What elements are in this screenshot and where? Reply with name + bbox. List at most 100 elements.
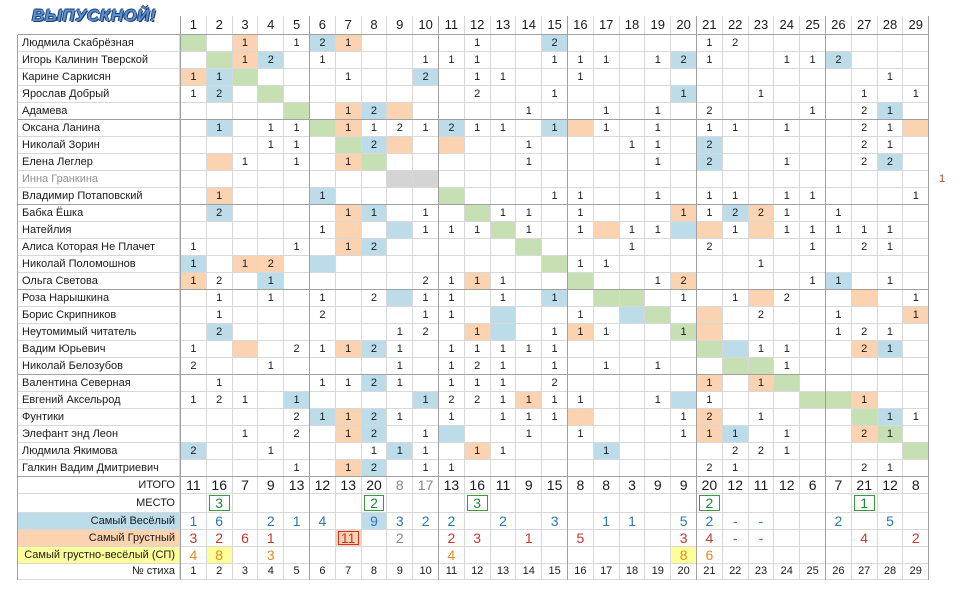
sadmerry-value[interactable] [645,547,672,564]
sad-value[interactable] [413,530,439,547]
vote-cell[interactable] [903,171,930,188]
poem-number[interactable]: 17 [593,564,620,580]
vote-cell[interactable]: 2 [206,205,233,222]
vote-cell[interactable] [851,443,878,460]
vote-cell[interactable] [490,86,517,103]
vote-cell[interactable]: 1 [284,120,310,137]
vote-cell[interactable] [258,205,285,222]
vote-cell[interactable] [439,86,465,103]
vote-cell[interactable] [671,239,697,256]
vote-cell[interactable] [464,154,491,171]
column-header-23[interactable]: 23 [748,16,775,35]
vote-cell[interactable] [335,256,362,273]
vote-cell[interactable] [232,307,259,324]
vote-cell[interactable]: 2 [722,35,749,52]
vote-cell[interactable] [619,409,646,426]
vote-cell[interactable]: 1 [464,443,491,460]
vote-cell[interactable] [903,392,930,409]
vote-cell[interactable]: 1 [284,35,310,52]
vote-cell[interactable] [232,171,259,188]
place-value[interactable]: 2 [361,494,388,513]
vote-cell[interactable] [542,460,568,477]
sad-value[interactable]: 2 [439,530,465,547]
vote-cell[interactable] [310,205,336,222]
vote-cell[interactable] [671,69,697,86]
sadmerry-value[interactable] [619,547,646,564]
vote-cell[interactable] [619,188,646,205]
vote-cell[interactable]: 1 [645,392,672,409]
vote-cell[interactable]: 2 [284,341,310,358]
vote-cell[interactable] [568,375,594,392]
vote-cell[interactable]: 1 [593,324,620,341]
vote-cell[interactable]: 1 [206,188,233,205]
vote-cell[interactable] [387,69,414,86]
sadmerry-value[interactable] [568,547,594,564]
vote-cell[interactable] [903,460,930,477]
vote-cell[interactable] [335,358,362,375]
vote-cell[interactable] [490,188,517,205]
vote-cell[interactable]: 1 [310,188,336,205]
vote-cell[interactable]: 1 [593,120,620,137]
vote-cell[interactable] [619,154,646,171]
vote-cell[interactable] [903,120,930,137]
vote-cell[interactable]: 1 [722,426,749,443]
vote-cell[interactable] [413,341,439,358]
vote-cell[interactable] [568,137,594,154]
vote-cell[interactable] [593,341,620,358]
sad-label[interactable]: Самый Грустный [18,530,180,547]
vote-cell[interactable] [671,341,697,358]
vote-cell[interactable] [748,120,775,137]
vote-cell[interactable]: 1 [387,341,414,358]
vote-cell[interactable]: 1 [181,273,207,290]
vote-cell[interactable] [361,392,388,409]
vote-cell[interactable] [748,222,775,239]
vote-cell[interactable] [826,375,852,392]
vote-cell[interactable]: 2 [413,273,439,290]
sad-value[interactable] [490,530,517,547]
vote-cell[interactable]: 1 [671,86,697,103]
vote-cell[interactable]: 1 [310,52,336,69]
place-value[interactable] [800,494,826,513]
place-value[interactable]: 1 [851,494,878,513]
vote-cell[interactable] [877,290,904,307]
vote-cell[interactable] [413,358,439,375]
sad-value[interactable]: 6 [232,530,259,547]
vote-cell[interactable]: 1 [903,86,930,103]
vote-cell[interactable]: 1 [697,426,723,443]
vote-cell[interactable] [877,392,904,409]
sad-value[interactable] [877,530,904,547]
vote-cell[interactable] [851,69,878,86]
vote-cell[interactable] [284,256,310,273]
vote-cell[interactable] [413,188,439,205]
vote-cell[interactable] [619,120,646,137]
vote-cell[interactable]: 2 [206,324,233,341]
poem-number[interactable]: 3 [232,564,259,580]
vote-cell[interactable]: 1 [335,409,362,426]
vote-cell[interactable]: 1 [800,273,826,290]
vote-cell[interactable] [284,103,310,120]
poem-number[interactable]: 19 [645,564,672,580]
place-value[interactable] [645,494,672,513]
vote-cell[interactable]: 1 [413,52,439,69]
vote-cell[interactable] [800,341,826,358]
vote-cell[interactable]: 1 [335,120,362,137]
vote-cell[interactable] [232,273,259,290]
sadmerry-value[interactable]: 8 [671,547,697,564]
vote-cell[interactable] [413,171,439,188]
vote-cell[interactable]: 1 [335,69,362,86]
vote-cell[interactable] [851,307,878,324]
merry-value[interactable] [774,513,801,530]
sadmerry-value[interactable] [722,547,749,564]
row-name[interactable]: Элефант энд Леон [18,426,180,443]
vote-cell[interactable]: 2 [748,443,775,460]
vote-cell[interactable]: 1 [439,341,465,358]
vote-cell[interactable] [877,256,904,273]
sad-value[interactable]: 1 [258,530,285,547]
merry-value[interactable]: 2 [490,513,517,530]
vote-cell[interactable] [903,35,930,52]
vote-cell[interactable] [387,103,414,120]
vote-cell[interactable]: 1 [671,290,697,307]
vote-cell[interactable] [258,69,285,86]
vote-cell[interactable] [387,307,414,324]
vote-cell[interactable]: 1 [439,52,465,69]
